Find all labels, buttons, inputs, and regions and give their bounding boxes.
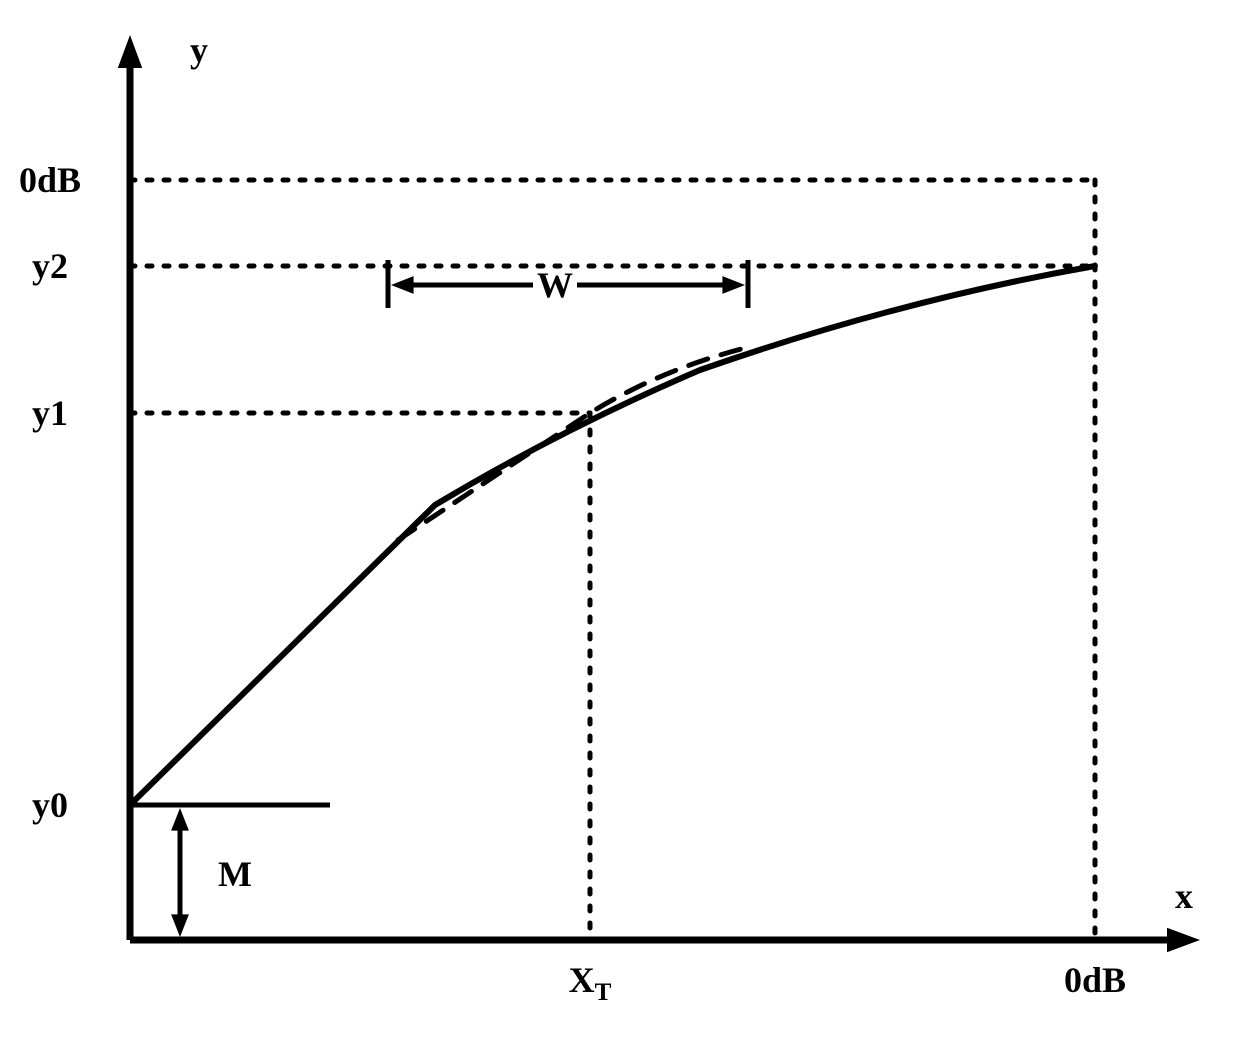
w-arrow-left (391, 276, 414, 294)
y-tick-label: y0 (32, 785, 68, 825)
y-tick-label: y1 (32, 393, 68, 433)
m-arrow-bottom (171, 914, 189, 937)
w-label: W (537, 265, 573, 305)
diagram-container: y x 0dB y2 y1 y0 XT 0dB W M (0, 0, 1240, 1041)
dashed-curve (398, 348, 745, 540)
solid-curve (130, 266, 1095, 805)
y-tick-label: y2 (32, 246, 68, 286)
y-axis-label: y (190, 30, 208, 70)
y-tick-label: 0dB (19, 160, 81, 200)
w-arrow-right (722, 276, 745, 294)
diagram-svg: y x 0dB y2 y1 y0 XT 0dB W M (0, 0, 1240, 1041)
y-axis-arrow (118, 35, 142, 68)
m-label: M (218, 854, 252, 894)
x-axis-arrow (1167, 928, 1200, 952)
x-tick-label: 0dB (1064, 960, 1126, 1000)
x-tick-label: XT (569, 960, 612, 1006)
plot-group: y x 0dB y2 y1 y0 XT 0dB W M (19, 30, 1200, 1006)
m-arrow-top (171, 808, 189, 831)
x-axis-label: x (1175, 876, 1193, 916)
